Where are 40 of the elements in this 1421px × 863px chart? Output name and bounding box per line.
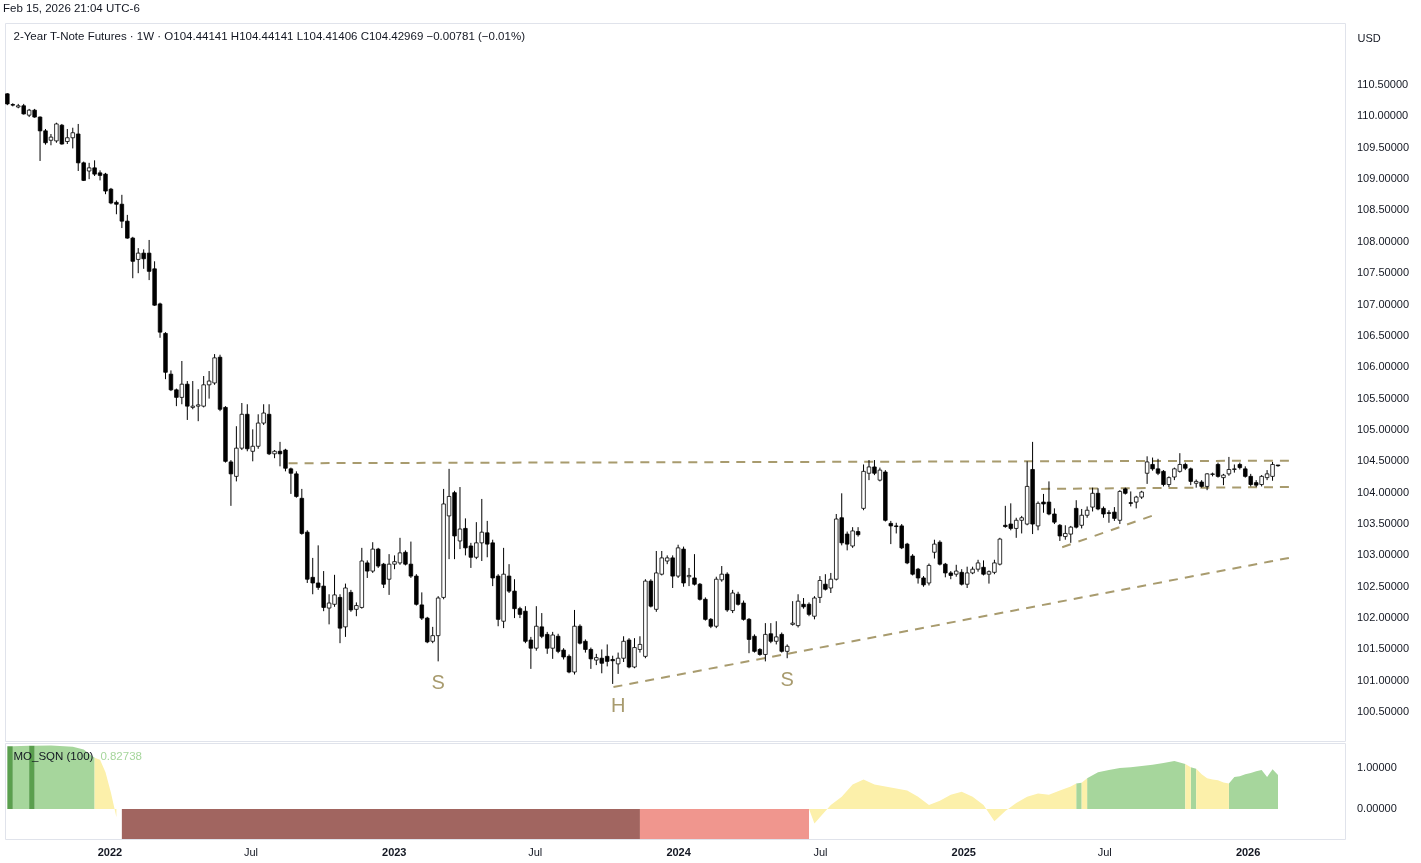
annotation: S — [431, 671, 445, 694]
text: 2-Year T-Note Futures · 1W · O104.44141 H104.44141 L104.41406 C104.42969 −0.00781 (−0.01%) — [13, 29, 526, 42]
y-tick-label: 106.50000 — [1357, 328, 1409, 341]
x-tick-label: Jul — [243, 845, 258, 858]
x-tick-label: 2024 — [666, 845, 692, 858]
y-tick-label: 100.50000 — [1357, 705, 1409, 718]
x-tick-label: Jul — [813, 845, 828, 858]
y-tick-label: 102.00000 — [1357, 611, 1409, 624]
y-tick-label: 101.00000 — [1357, 673, 1409, 686]
y-tick-label: 103.50000 — [1357, 517, 1409, 530]
y-tick-label: 103.00000 — [1357, 548, 1409, 561]
y-tick-label: 101.50000 — [1357, 642, 1409, 655]
y-tick-label: 109.00000 — [1357, 172, 1409, 185]
y-tick-label: 105.50000 — [1357, 391, 1409, 404]
y-tick-label: 0.00000 — [1357, 802, 1397, 815]
y-tick-label: 1.00000 — [1357, 761, 1397, 774]
annotation: H — [610, 693, 626, 716]
y-tick-label: 102.50000 — [1357, 579, 1409, 592]
text: 0.82738 — [100, 749, 142, 762]
x-tick-label: 2022 — [97, 845, 123, 858]
x-tick-label: Jul — [1097, 845, 1112, 858]
y-tick-label: 106.00000 — [1357, 360, 1409, 373]
y-axis-title: USD — [1357, 31, 1381, 44]
y-tick-label: 107.50000 — [1357, 266, 1409, 279]
y-tick-label: 104.00000 — [1357, 485, 1409, 498]
annotation: S — [780, 668, 794, 691]
x-tick-label: 2025 — [951, 845, 976, 858]
x-tick-label: 2023 — [382, 845, 407, 858]
y-tick-label: 108.00000 — [1357, 234, 1409, 247]
x-tick-label: 2026 — [1235, 845, 1261, 858]
y-tick-label: 105.00000 — [1357, 422, 1409, 435]
x-tick-label: Jul — [528, 845, 543, 858]
text: Feb 15, 2026 21:04 UTC-6 — [3, 2, 140, 14]
y-tick-label: 109.50000 — [1357, 140, 1409, 153]
y-tick-label: 108.50000 — [1357, 203, 1409, 216]
y-tick-label: 104.50000 — [1357, 454, 1409, 467]
y-tick-label: 110.00000 — [1357, 109, 1409, 122]
text: MO_SQN (100) — [13, 749, 94, 762]
y-tick-label: 107.00000 — [1357, 297, 1409, 310]
y-tick-label: 110.50000 — [1357, 78, 1409, 91]
